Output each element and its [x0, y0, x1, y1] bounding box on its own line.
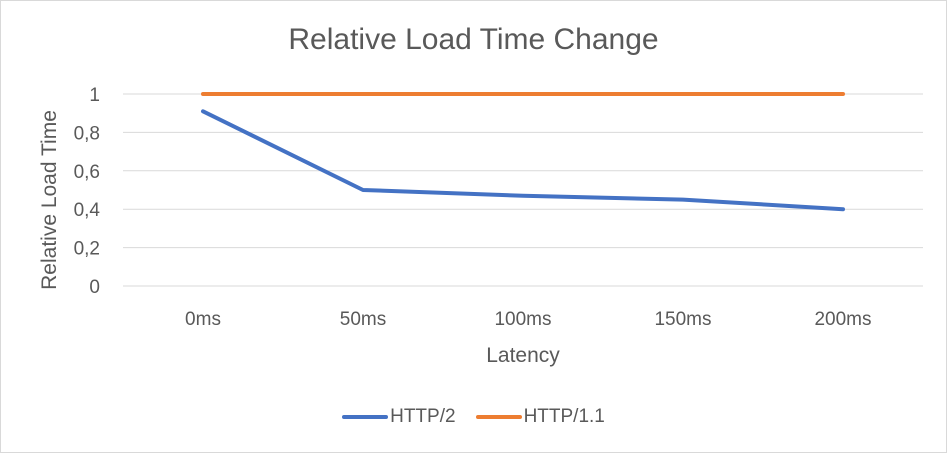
y-axis-ticks: 0 0,2 0,4 0,6 0,8 1 [74, 85, 101, 298]
y-axis-title: Relative Load Time [38, 110, 61, 290]
x-tick-label: 50ms [340, 309, 386, 330]
y-tick-label: 0 [89, 277, 100, 298]
x-tick-label: 200ms [814, 309, 871, 330]
y-tick-label: 0,4 [74, 200, 101, 221]
legend-swatch-http11 [475, 415, 522, 419]
x-axis-ticks: 0ms 50ms 100ms 150ms 200ms [185, 309, 871, 330]
x-tick-label: 100ms [494, 309, 551, 330]
legend-label-http2: HTTP/2 [390, 406, 456, 427]
legend-label-http11: HTTP/1.1 [523, 406, 605, 427]
y-tick-label: 0,6 [74, 162, 100, 183]
y-tick-label: 0,2 [74, 239, 100, 260]
legend: HTTP/2 HTTP/1.1 [1, 406, 946, 428]
x-tick-label: 0ms [185, 309, 221, 330]
x-axis-title: Latency [486, 344, 560, 367]
legend-item-http2: HTTP/2 [342, 406, 456, 428]
chart-title: Relative Load Time Change [288, 23, 659, 56]
legend-item-http11: HTTP/1.1 [475, 406, 605, 428]
y-tick-label: 0,8 [74, 123, 100, 144]
series-lines [201, 92, 845, 212]
y-tick-label: 1 [89, 85, 100, 106]
gridlines [123, 93, 923, 287]
x-tick-label: 150ms [654, 309, 711, 330]
legend-swatch-http2 [342, 415, 389, 419]
series-line-http2 [201, 109, 845, 212]
